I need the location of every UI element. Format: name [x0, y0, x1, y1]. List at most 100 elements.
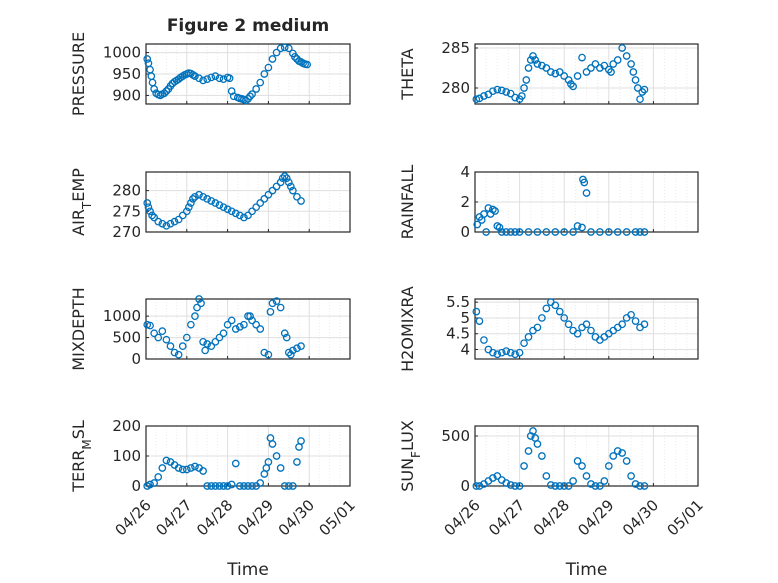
axes-box	[145, 171, 351, 233]
data-point	[596, 336, 604, 344]
data-point	[582, 189, 591, 197]
x-tick-label: 04/29	[234, 496, 277, 539]
data-point	[276, 44, 285, 53]
data-point	[622, 228, 631, 236]
data-point	[191, 192, 199, 201]
data-point	[613, 228, 622, 236]
data-point	[618, 44, 627, 52]
data-point	[293, 192, 301, 201]
y-tick-label: 280	[441, 79, 470, 97]
y-axis-label: H2OMIXRA	[398, 286, 417, 372]
data-point	[278, 174, 287, 183]
data-point	[506, 89, 515, 98]
data-point	[542, 472, 551, 480]
data-point	[225, 74, 234, 83]
data-point	[303, 60, 312, 69]
data-point	[150, 479, 159, 487]
data-point	[573, 329, 582, 338]
data-point	[150, 213, 159, 222]
data-point	[618, 320, 627, 329]
y-tick-label: 4	[460, 341, 470, 359]
data-point	[268, 440, 277, 448]
data-point	[515, 228, 524, 236]
data-point	[600, 61, 609, 70]
data-point	[260, 195, 269, 203]
x-tick-label: 04/28	[193, 496, 236, 539]
data-point	[158, 464, 167, 472]
data-point	[187, 199, 195, 207]
data-point	[569, 326, 577, 335]
data-point	[227, 207, 236, 216]
data-point	[280, 482, 289, 490]
data-point	[640, 228, 649, 236]
data-point	[636, 323, 644, 332]
data-point	[529, 326, 537, 335]
axes-box	[474, 425, 699, 487]
data-point	[244, 482, 252, 490]
data-point	[235, 211, 244, 220]
data-point	[272, 182, 281, 191]
data-point	[546, 481, 555, 489]
y-axis-label: TERRMSL	[69, 420, 94, 493]
data-point	[511, 228, 519, 236]
data-point	[591, 482, 600, 490]
data-point	[203, 75, 212, 83]
data-point	[215, 201, 224, 209]
y-tick-label: 4	[460, 163, 470, 181]
data-point	[162, 87, 171, 95]
data-point	[506, 481, 515, 489]
y-axis-label: THETA	[398, 48, 417, 100]
data-point	[207, 197, 216, 205]
data-point	[538, 452, 546, 460]
data-point	[569, 477, 577, 485]
data-point	[600, 333, 609, 341]
data-point	[187, 464, 195, 472]
data-point	[148, 78, 157, 87]
data-point	[146, 65, 154, 74]
data-point	[609, 326, 618, 335]
data-point	[627, 310, 635, 319]
data-point	[520, 84, 528, 92]
data-point	[144, 203, 153, 212]
y-tick-label: 2	[460, 193, 470, 211]
data-point	[231, 459, 240, 468]
data-point	[282, 333, 291, 342]
data-point	[182, 207, 191, 216]
data-point	[517, 92, 526, 100]
data-point	[189, 195, 197, 203]
data-point	[227, 316, 236, 325]
data-point	[211, 482, 220, 490]
x-tick-label: 04/26	[112, 496, 155, 539]
data-point	[162, 221, 171, 230]
data-point	[604, 65, 613, 74]
data-point	[555, 482, 564, 490]
data-point	[286, 350, 295, 359]
data-point	[573, 72, 582, 80]
x-tick-label: 05/01	[664, 496, 707, 539]
data-point	[493, 85, 502, 94]
data-point	[215, 333, 224, 342]
data-point	[506, 348, 515, 357]
data-point	[187, 320, 195, 329]
data-point	[560, 482, 569, 490]
data-point	[199, 338, 207, 346]
data-point	[211, 72, 220, 80]
data-point	[560, 228, 569, 236]
data-point	[511, 350, 519, 359]
axes-box	[145, 43, 351, 105]
data-point	[488, 474, 497, 482]
data-point	[531, 56, 540, 64]
data-point	[491, 207, 499, 215]
data-point	[199, 467, 207, 475]
data-point	[148, 211, 156, 220]
data-point	[160, 89, 169, 98]
x-tick-label: 04/27	[152, 496, 195, 539]
data-point	[158, 219, 167, 228]
x-axis-label: Time	[226, 560, 269, 580]
data-point	[546, 68, 555, 76]
data-point	[629, 68, 638, 76]
data-point	[542, 228, 551, 236]
y-axis-label: PRESSURE	[69, 32, 88, 116]
y-axis-label: MIXDEPTH	[69, 287, 88, 370]
